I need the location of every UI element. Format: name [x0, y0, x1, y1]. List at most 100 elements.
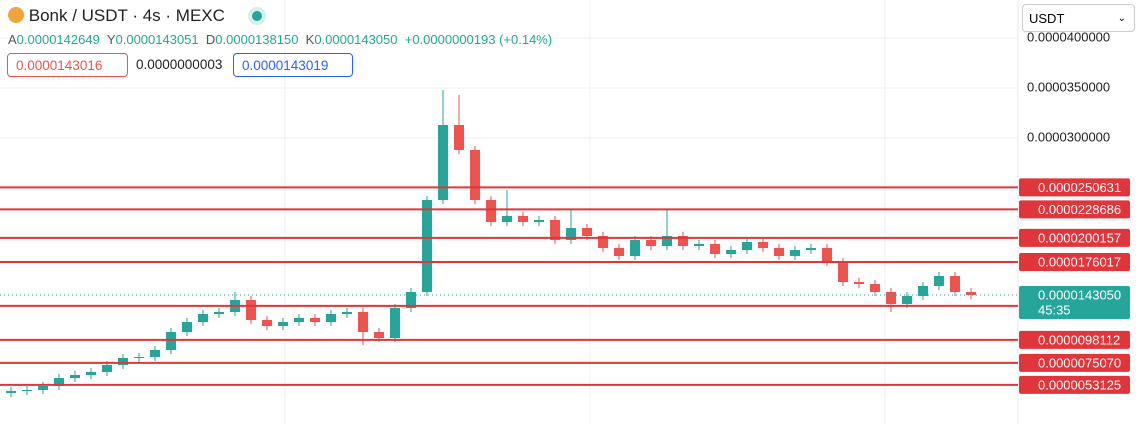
candle-body [902, 296, 912, 304]
candle-body [406, 292, 416, 308]
ohlc-value: 0.0000138150 [215, 32, 299, 47]
candle-body [262, 320, 272, 326]
candle-body [934, 276, 944, 286]
candle-body [390, 308, 400, 338]
candle-body [758, 242, 768, 248]
candle-body [566, 228, 576, 240]
candle-body [870, 284, 880, 292]
candle-body [150, 350, 160, 357]
last-price-tag [1019, 285, 1130, 319]
candle-body [710, 244, 720, 254]
candle-body [550, 220, 560, 240]
candle-body [694, 244, 704, 246]
candle-body [86, 372, 96, 375]
candle-body [950, 276, 960, 292]
candle-body [662, 236, 672, 246]
coin-icon [8, 7, 24, 23]
y-tick-label: 0.0000400000 [1027, 29, 1110, 44]
buy-button[interactable]: 0.0000143019 [233, 53, 353, 77]
symbol-row: Bonk / USDT · 4s · MEXC [8, 6, 262, 26]
candle-body [70, 375, 80, 378]
candle-body [838, 262, 848, 282]
status-dot [251, 11, 262, 21]
candle-body [806, 248, 816, 250]
candle-body [470, 150, 480, 200]
ohlc-key: D [205, 32, 216, 47]
candle-body [742, 242, 752, 250]
ohlc-row: A0.0000142649 Y0.0000143051 D0.000013815… [8, 32, 552, 47]
symbol: Bonk / USDT · 4s · MEXC [28, 6, 225, 25]
candle-body [6, 391, 16, 393]
candle-body [534, 220, 544, 222]
price-level-tag [1019, 330, 1130, 349]
candle-body [38, 386, 48, 390]
candle-body [374, 332, 384, 338]
candle-body [726, 250, 736, 254]
ohlc-value: 0.0000143050 [314, 32, 398, 47]
candle-body [486, 200, 496, 222]
price-level-label: 0.0000053125 [1038, 377, 1121, 392]
candle-body [214, 312, 224, 314]
currency-select[interactable]: USDT ⌄ [1022, 4, 1135, 32]
candle-body [598, 236, 608, 248]
candle-body [278, 322, 288, 326]
candle-body [54, 378, 64, 386]
price-level-label: 0.0000075070 [1038, 355, 1121, 370]
spread: 0.0000000003 [136, 57, 223, 72]
candle-body [614, 248, 624, 256]
price-level-tag [1019, 252, 1130, 271]
candle-body [198, 314, 208, 322]
price-level-label: 0.0000228686 [1038, 202, 1121, 217]
candle-body [774, 248, 784, 256]
candle-body [854, 282, 864, 284]
candle-body [438, 125, 448, 200]
candle-body [326, 314, 336, 322]
countdown: 45:35 [1038, 302, 1071, 317]
candle-body [342, 312, 352, 314]
ohlc-value: 0.0000142649 [16, 32, 100, 47]
candle-body [454, 125, 464, 150]
y-tick-label: 0.0000300000 [1027, 129, 1110, 144]
price-level-tag [1019, 178, 1130, 197]
price-level-tag [1019, 228, 1130, 247]
change: +0.0000000193 (+0.14%) [404, 32, 553, 47]
candle-body [582, 228, 592, 236]
candle-body [678, 236, 688, 246]
dropdown-arrow: ⌄ [1117, 13, 1126, 24]
candle-body [310, 318, 320, 322]
candle-body [886, 292, 896, 304]
candle-body [966, 292, 976, 295]
sell-button[interactable]: 0.0000143016 [7, 53, 128, 77]
candle-body [646, 240, 656, 246]
candle-body [358, 312, 368, 332]
candle-body [918, 286, 928, 296]
candle-body [22, 390, 32, 391]
candle-body [294, 318, 304, 322]
candle-body [246, 300, 256, 320]
price-level-label: 0.0000200157 [1038, 230, 1121, 245]
ohlc-key: A [8, 32, 17, 47]
candle-body [790, 250, 800, 256]
candle-body [822, 248, 832, 262]
candle-body [134, 357, 144, 358]
candle-body [502, 216, 512, 222]
candle-body [102, 365, 112, 372]
ohlc-key: K [305, 32, 315, 47]
candle-body [166, 332, 176, 350]
ohlc-key: Y [106, 32, 116, 47]
price-level-label: 0.0000098112 [1038, 332, 1120, 347]
candle-body [630, 240, 640, 256]
y-tick-label: 0.0000350000 [1027, 79, 1110, 94]
price-level-tag [1019, 353, 1130, 372]
candle-body [422, 200, 432, 292]
price-level-label: 0.0000176017 [1038, 254, 1121, 269]
candle-body [182, 322, 192, 332]
candle-body [518, 216, 528, 222]
candle-body [118, 358, 128, 365]
price-level-tag [1019, 200, 1130, 219]
price-level-tag [1019, 375, 1130, 394]
price-level-label: 0.0000250631 [1038, 180, 1121, 195]
currency: USDT [1029, 11, 1065, 26]
